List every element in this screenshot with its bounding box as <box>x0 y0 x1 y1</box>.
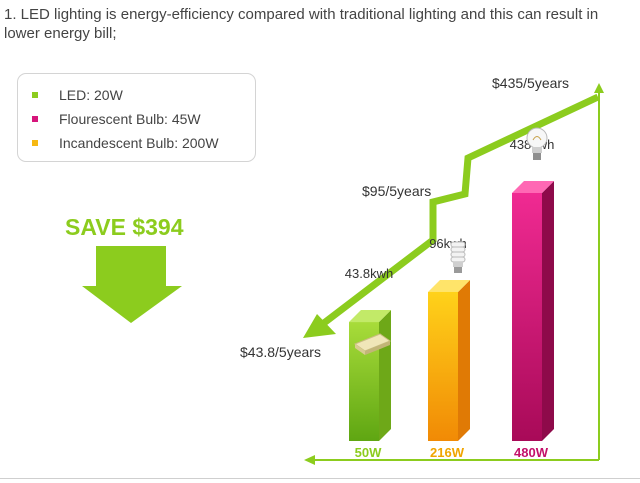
y-axis-arrowhead <box>594 83 604 93</box>
legend-label-led: LED: 20W <box>59 87 123 103</box>
legend-swatch-led <box>32 92 38 98</box>
x-axis-arrowhead <box>304 455 315 465</box>
cost-label-1: $95/5years <box>362 183 431 199</box>
bar-top-1 <box>428 279 470 292</box>
legend-item-led: LED: 20W <box>32 87 123 103</box>
save-label: SAVE $394 <box>65 214 184 240</box>
bar-side-1 <box>458 279 470 441</box>
legend-item-incandescent: Incandescent Bulb: 200W <box>32 135 219 151</box>
cost-trend-line <box>317 93 600 329</box>
cost-label-2: $435/5years <box>492 75 569 91</box>
bar-top-0 <box>349 310 391 323</box>
down-arrow-icon <box>82 246 182 323</box>
legend-swatch-fluorescent <box>32 116 38 122</box>
bar-value-label-0: 43.8kwh <box>345 266 393 281</box>
category-label-0: 50W <box>355 445 382 460</box>
led-chip-icon <box>353 333 392 355</box>
legend: LED: 20W Flourescent Bulb: 45W Incandesc… <box>17 73 256 162</box>
legend-label-fluorescent: Flourescent Bulb: 45W <box>59 111 201 127</box>
bar-1 <box>428 291 458 441</box>
legend-swatch-incandescent <box>32 140 38 146</box>
light-bulb-icon <box>526 127 548 160</box>
cost-label-0: $43.8/5years <box>240 344 321 360</box>
legend-label-incandescent: Incandescent Bulb: 200W <box>59 135 219 151</box>
bar-top-2 <box>512 181 554 193</box>
cost-trend-arrowhead <box>303 314 336 338</box>
cfl-bulb-icon <box>450 241 466 273</box>
category-label-2: 480W <box>514 445 549 460</box>
category-label-1: 216W <box>430 445 465 460</box>
bar-side-0 <box>379 310 391 441</box>
bar-side-2 <box>542 181 554 441</box>
intro-text: 1. LED lighting is energy-efficiency com… <box>4 6 599 42</box>
bottom-divider <box>0 478 640 479</box>
legend-item-fluorescent: Flourescent Bulb: 45W <box>32 111 201 127</box>
bar-2 <box>512 193 542 441</box>
